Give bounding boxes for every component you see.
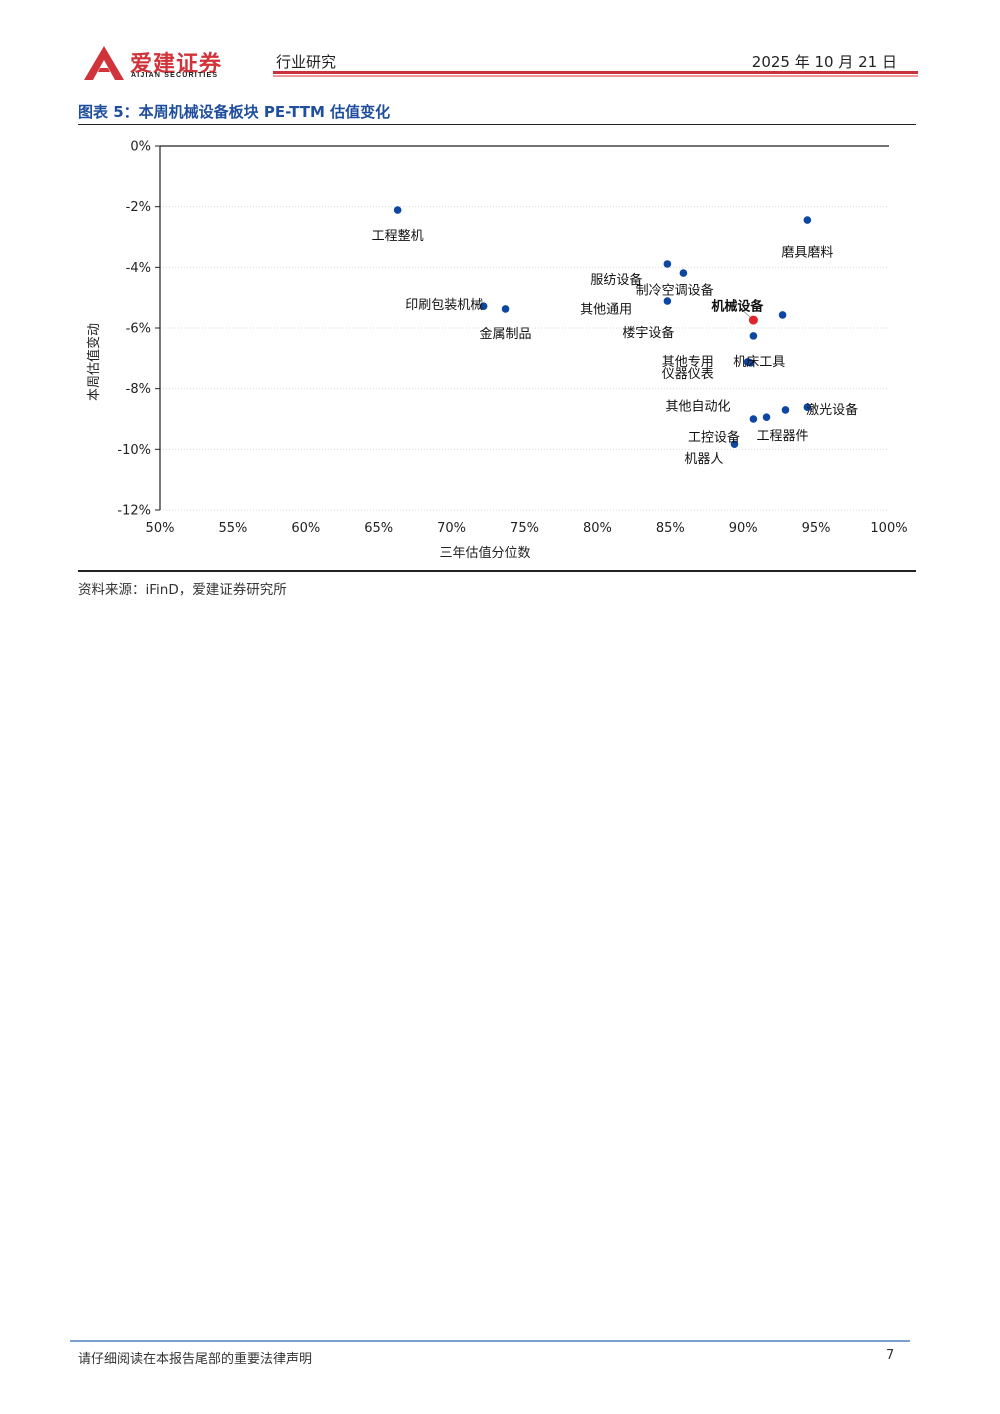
x-axis-title: 三年估值分位数 [439,545,530,561]
x-tick-label: 90% [729,521,758,536]
figure-top-rule [78,124,916,125]
data-point [479,302,488,310]
x-tick-label: 60% [291,521,320,536]
data-point [745,358,753,367]
chart-axes [155,145,889,511]
data-point [749,415,758,423]
header-rule-secondary [273,75,918,77]
legal-disclaimer: 请仔细阅读在本报告尾部的重要法律声明 [78,1352,313,1367]
data-point [393,206,402,214]
point-label: 激光设备 [806,402,858,418]
data-point [749,332,758,340]
x-tick-label: 50% [146,521,175,536]
x-tick-label: 70% [437,521,466,536]
brand-name-cn: 爱建证券 [130,52,223,77]
y-tick-label: -4% [126,261,151,276]
x-tick-label: 65% [364,521,393,536]
report-date: 2025 年 10 月 21 日 [751,53,897,71]
y-tick-labels: 0% -2% -4% -6% -8% -10% -12% [117,140,151,519]
point-label: 机床工具 [733,355,785,370]
data-point [781,406,790,414]
y-tick-label: -10% [117,443,151,458]
x-tick-label: 75% [510,521,539,536]
figure-source: 资料来源：iFinD，爱建证券研究所 [78,582,287,598]
y-tick-label: -12% [117,504,151,519]
figure-title: 图表 5：本周机械设备板块 PE-TTM 估值变化 [78,103,391,121]
point-label: 工控设备 [688,430,740,446]
point-label: 机械设备 [711,299,764,315]
report-section: 行业研究 [276,53,337,71]
point-label: 工程器件 [757,429,809,444]
figure-bottom-rule [78,570,916,572]
footer-rule [70,1340,910,1342]
y-tick-label: -2% [126,200,151,215]
x-tick-label: 80% [583,521,612,536]
point-label: 楼宇设备 [622,325,674,341]
point-label: 机器人 [684,452,723,467]
data-point [762,413,771,421]
data-point [663,260,672,268]
point-label: 工程整机 [372,229,424,244]
data-point [679,269,688,277]
data-point [730,440,739,448]
page-number: 7 [886,1348,895,1363]
data-point [778,311,787,319]
point-label: 仪器仪表 [662,367,714,382]
logo-mark-icon [84,46,124,80]
point-label: 其他专用 [662,355,714,370]
x-tick-label: 85% [656,521,685,536]
point-label: 金属制品 [480,326,532,342]
x-tick-label: 95% [802,521,831,536]
data-point [501,305,510,313]
highlight-point [748,315,758,325]
scatter-chart: 50% 55% 60% 65% 70% 75% 80% 85% 90% 95% 100% 0% -2%… [86,140,908,562]
point-label: 磨具磨料 [781,246,833,261]
y-tick-label: 0% [130,140,151,155]
x-tick-label: 55% [218,521,247,536]
point-label: 印刷包装机械 [405,298,483,313]
y-axis-title: 本周估值变动 [86,323,102,401]
brand-name-en: AIJIAN SECURITIES [131,72,219,79]
y-tick-label: -8% [126,382,151,397]
point-label: 其他自动化 [665,399,730,414]
point-label: 服纺设备 [590,272,642,288]
data-point [803,216,812,224]
data-points [393,206,812,448]
x-tick-labels: 50% 55% 60% 65% 70% 75% 80% 85% 90% 95% 100% [146,521,908,536]
point-label: 制冷空调设备 [636,283,714,299]
data-point [803,403,812,411]
x-tick-label: 100% [870,521,907,536]
y-tick-label: -6% [126,322,151,337]
point-label: 其他通用 [580,303,632,318]
data-point [663,297,672,305]
brand-logo: 爱建证券 AIJIAN SECURITIES [84,46,234,82]
header-rule [273,71,918,74]
